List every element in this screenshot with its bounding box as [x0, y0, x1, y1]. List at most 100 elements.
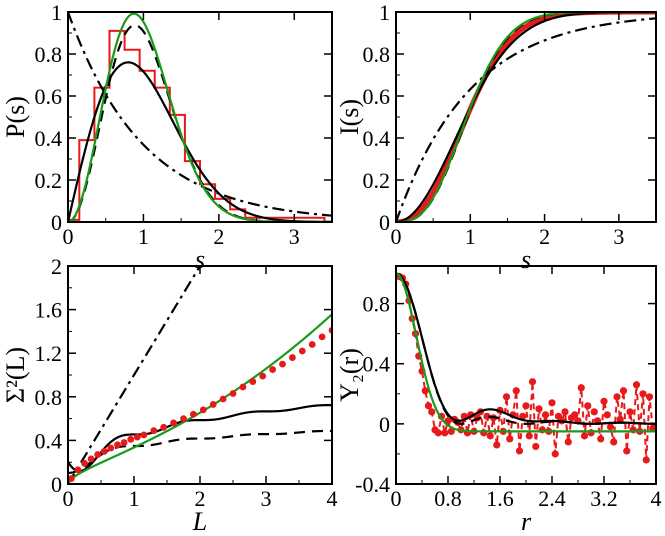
y-tick-label: 0.8 [363, 292, 391, 317]
curve-goe [68, 61, 332, 222]
x-tick-label: 1 [465, 224, 476, 249]
data-point [506, 435, 514, 443]
data-point [590, 408, 598, 416]
data-point [81, 459, 88, 467]
axes-frame [67, 11, 333, 223]
series-poisson [396, 17, 656, 222]
data-point [502, 393, 511, 401]
data-point [532, 442, 540, 451]
data-point [519, 412, 527, 420]
data-point [551, 450, 559, 458]
data-point [120, 439, 128, 446]
data-point [619, 387, 628, 395]
y-tick-label: -0.4 [355, 472, 390, 497]
data-point [616, 415, 624, 423]
x-tick-label: 3.2 [590, 486, 618, 511]
x-tick-label: 3 [261, 486, 272, 511]
histogram-step [68, 29, 326, 222]
data-point [493, 441, 501, 449]
data-point [190, 410, 197, 418]
data-point [114, 441, 121, 449]
data-point [428, 408, 436, 416]
y-tick-label: 0.6 [35, 84, 63, 109]
data-point [577, 384, 585, 392]
data-point [613, 393, 621, 401]
x-axis-label: s [195, 245, 205, 274]
x-axis-label: s [521, 245, 531, 274]
y-axis-label: I(s) [335, 99, 364, 135]
curve-poisson [68, 12, 332, 217]
data-point [642, 456, 650, 464]
data-point [68, 475, 75, 482]
curve-fit [68, 313, 332, 484]
x-tick-label: 0 [391, 486, 402, 511]
series-fit [396, 272, 656, 433]
data-point [140, 431, 148, 439]
series-gue [68, 24, 332, 222]
y-tick-label: 0.4 [35, 126, 63, 151]
y-tick-label: 1.2 [35, 341, 63, 366]
data-point [160, 423, 168, 431]
data-point [94, 451, 102, 458]
data-point [298, 347, 306, 355]
x-tick-label: 3 [289, 224, 300, 249]
y-tick-label: 0 [51, 210, 62, 235]
y-tick-label: 0.4 [363, 126, 391, 151]
y-tick-label: 0.2 [35, 168, 63, 193]
data-point [645, 393, 654, 401]
plot-area [68, 266, 332, 484]
data-point [561, 408, 569, 416]
x-axis-label: L [192, 507, 207, 536]
curve-poisson [68, 266, 202, 484]
data-point [535, 405, 543, 413]
series-histogram [68, 29, 326, 222]
data-point [632, 381, 641, 389]
y-tick-label: 0.2 [363, 168, 391, 193]
x-tick-label: 4 [651, 486, 662, 511]
data-point [483, 412, 491, 420]
data-point [525, 432, 533, 440]
curve-gue [68, 24, 332, 222]
x-tick-label: 2 [539, 224, 550, 249]
data-point [318, 333, 326, 341]
data-point [486, 432, 494, 440]
curve-gue [396, 272, 656, 425]
y-tick-label: 2 [51, 254, 62, 279]
panel-I-s: 0 1 2 3 0 0.2 0.4 0.6 0.8 1 s I(s) [335, 0, 657, 274]
y-tick-label: 1 [379, 0, 390, 25]
data-point [424, 402, 433, 410]
data-point [571, 411, 579, 419]
y-tick-label: 1.6 [35, 298, 63, 323]
data-point [219, 395, 227, 403]
x-tick-label: 2 [213, 224, 224, 249]
x-tick-label: 2.4 [538, 486, 566, 511]
data-point [421, 387, 429, 395]
y-tick-label: 0.8 [35, 385, 63, 410]
data-point [626, 408, 634, 416]
data-point [74, 466, 82, 474]
data-point [133, 433, 141, 441]
y-axis-label: Y₂(r) [335, 348, 364, 402]
data-point [528, 378, 537, 386]
x-tick-label: 3 [613, 224, 624, 249]
curve-poisson [396, 17, 656, 222]
x-tick-label: 1 [138, 224, 149, 249]
x-tick-label: 1.6 [486, 486, 514, 511]
x-tick-label: 0.8 [434, 486, 462, 511]
plot-area [396, 12, 656, 222]
x-tick-label: 1 [129, 486, 140, 511]
series-poisson [68, 12, 332, 217]
data-point [597, 435, 605, 443]
y-tick-label: 0.8 [35, 42, 63, 67]
data-point [600, 397, 608, 405]
data-point [584, 402, 592, 410]
data-point [441, 429, 449, 437]
data-point [269, 366, 276, 373]
data-point [623, 447, 631, 455]
curve-fit [396, 272, 656, 433]
series-goe [68, 404, 332, 473]
x-tick-label: 0 [391, 224, 402, 249]
x-tick-label: 4 [327, 486, 338, 511]
panel-P-s: 0 1 2 3 0 0.2 0.4 0.6 0.8 1 s P(s) [1, 0, 333, 274]
